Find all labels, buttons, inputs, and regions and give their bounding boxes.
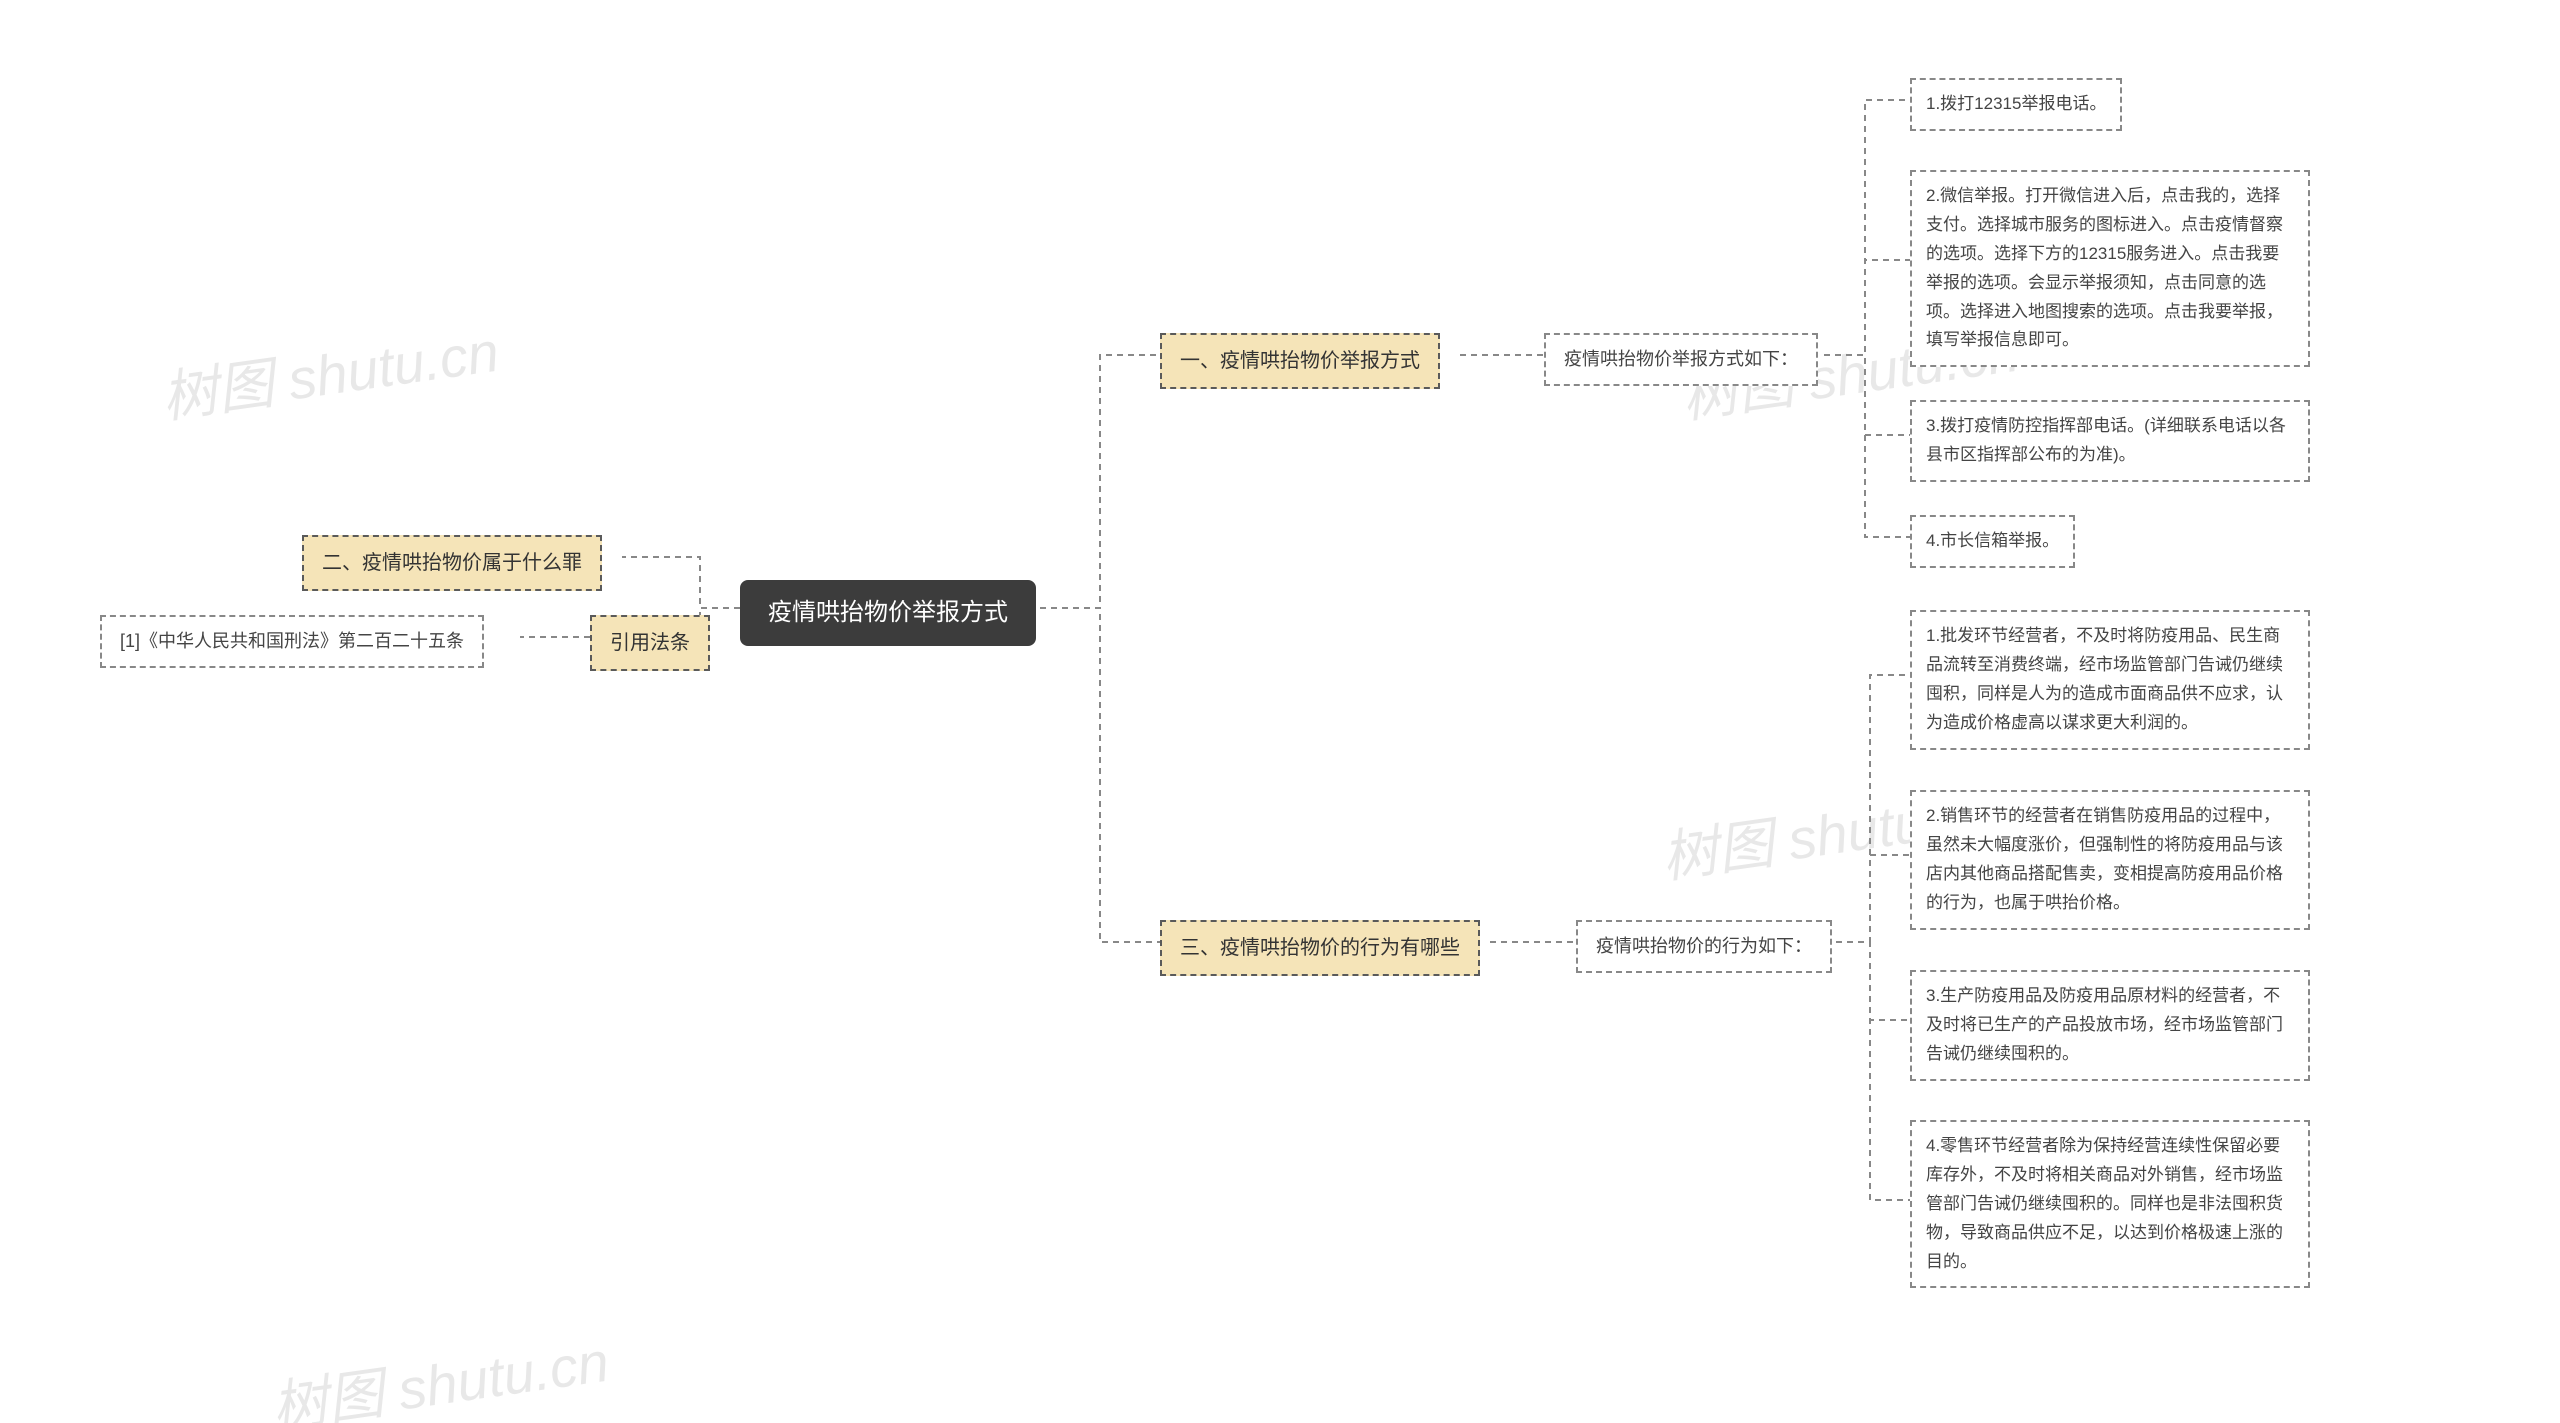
root-node[interactable]: 疫情哄抬物价举报方式 xyxy=(740,580,1036,646)
report-method-2[interactable]: 2.微信举报。打开微信进入后，点击我的，选择支付。选择城市服务的图标进入。点击疫… xyxy=(1910,170,2310,367)
watermark: 树图 shutu.cn xyxy=(156,307,503,434)
report-method-4[interactable]: 4.市长信箱举报。 xyxy=(1910,515,2075,568)
branch-citation[interactable]: 引用法条 xyxy=(590,615,710,671)
branch-crime-type[interactable]: 二、疫情哄抬物价属于什么罪 xyxy=(302,535,602,591)
citation-leaf[interactable]: [1]《中华人民共和国刑法》第二百二十五条 xyxy=(100,615,484,668)
behavior-2[interactable]: 2.销售环节的经营者在销售防疫用品的过程中，虽然未大幅度涨价，但强制性的将防疫用… xyxy=(1910,790,2310,930)
report-method-3[interactable]: 3.拨打疫情防控指挥部电话。(详细联系电话以各县市区指挥部公布的为准)。 xyxy=(1910,400,2310,482)
behavior-4[interactable]: 4.零售环节经营者除为保持经营连续性保留必要库存外，不及时将相关商品对外销售，经… xyxy=(1910,1120,2310,1288)
branch-report-methods[interactable]: 一、疫情哄抬物价举报方式 xyxy=(1160,333,1440,389)
behavior-3[interactable]: 3.生产防疫用品及防疫用品原材料的经营者，不及时将已生产的产品投放市场，经市场监… xyxy=(1910,970,2310,1081)
behaviors-intro[interactable]: 疫情哄抬物价的行为如下： xyxy=(1576,920,1832,973)
behavior-1[interactable]: 1.批发环节经营者，不及时将防疫用品、民生商品流转至消费终端，经市场监管部门告诫… xyxy=(1910,610,2310,750)
branch-behaviors[interactable]: 三、疫情哄抬物价的行为有哪些 xyxy=(1160,920,1480,976)
watermark: 树图 shutu.cn xyxy=(266,1317,613,1423)
report-methods-intro[interactable]: 疫情哄抬物价举报方式如下： xyxy=(1544,333,1818,386)
report-method-1[interactable]: 1.拨打12315举报电话。 xyxy=(1910,78,2122,131)
